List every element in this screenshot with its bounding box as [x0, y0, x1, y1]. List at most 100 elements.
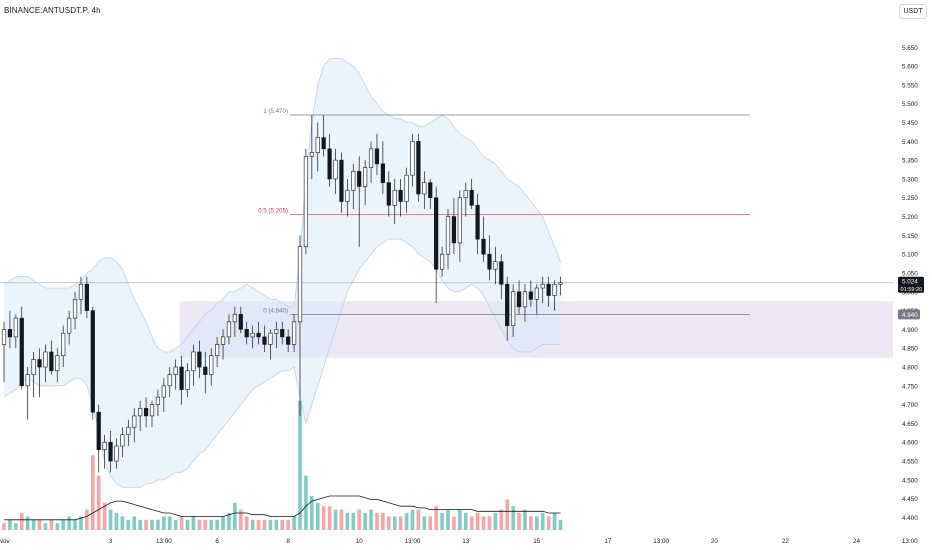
candle-body	[143, 408, 149, 417]
time-tick-label: 10	[356, 538, 364, 545]
candle-body	[173, 366, 178, 375]
volume-bar	[179, 516, 184, 530]
candle-body	[55, 355, 60, 372]
candle	[274, 321, 279, 349]
candle	[428, 178, 433, 210]
volume-bar	[387, 516, 391, 530]
candle	[13, 314, 18, 349]
candle-body	[161, 385, 166, 398]
symbol-label: BINANCE:ANTUSDT.P, 4h	[4, 6, 101, 15]
price-tick-label: 4.850	[902, 346, 918, 353]
candle-body	[1, 329, 7, 345]
candle	[439, 246, 445, 277]
volume-bar	[351, 513, 356, 530]
candle-body	[268, 332, 273, 345]
candle	[345, 178, 350, 217]
price-tick-label: 5.000	[902, 289, 918, 296]
candle-body	[528, 291, 533, 300]
volume-bar	[8, 519, 12, 530]
price-tick-label: 5.150	[902, 233, 918, 240]
candle	[262, 325, 267, 352]
candle-body	[262, 336, 267, 345]
candle-body	[220, 336, 226, 345]
candle-body	[457, 197, 462, 244]
candle-body	[339, 159, 344, 202]
volume-bar	[102, 502, 107, 530]
time-tick-label: 15	[533, 538, 541, 545]
volume-bar	[244, 516, 249, 530]
candle-body	[505, 283, 510, 326]
candle	[173, 359, 178, 390]
candle	[499, 254, 504, 300]
volume-bar	[250, 519, 255, 530]
candle-body	[126, 426, 131, 436]
candle	[434, 186, 439, 304]
volume-bar	[67, 516, 71, 530]
candle	[463, 182, 468, 217]
candle-body	[291, 321, 297, 345]
candle-body	[67, 317, 72, 334]
candle	[232, 306, 237, 337]
candle	[49, 340, 54, 375]
volume-bar	[262, 519, 267, 530]
candle-body	[321, 137, 326, 150]
candle	[297, 235, 303, 416]
candle-body	[179, 366, 184, 390]
time-tick-label: Nov	[0, 538, 10, 545]
candle	[416, 133, 421, 202]
time-tick-label: 20	[711, 538, 719, 545]
candle-body	[469, 189, 474, 206]
volume-bar	[398, 516, 403, 530]
volume-bar	[327, 506, 332, 530]
candle-body	[439, 253, 445, 270]
price-tick-label: 4.500	[902, 477, 918, 484]
candle-body	[244, 329, 249, 338]
candle	[475, 193, 480, 255]
volume-bar	[191, 516, 196, 530]
price-tick-label: 5.650	[902, 45, 918, 52]
volume-bar	[304, 475, 308, 530]
volume-bar	[523, 509, 527, 530]
fib-level-label: 0 (4.940)	[263, 307, 288, 314]
candle	[445, 209, 451, 270]
candle-body	[481, 238, 486, 255]
fib-level-label: 0.5 (5.205)	[258, 208, 288, 215]
candle-body	[368, 148, 374, 168]
candle-body	[191, 351, 196, 372]
bollinger-band-fill	[4, 58, 561, 488]
price-tick-label: 5.350	[902, 158, 918, 165]
volume-bar	[185, 519, 190, 530]
candle-body	[416, 141, 421, 195]
candle	[309, 114, 314, 179]
candle	[339, 152, 344, 213]
candle-body	[226, 321, 232, 338]
volume-bar	[493, 513, 498, 530]
volume-bar	[256, 519, 261, 530]
time-tick-label: 6	[215, 538, 219, 545]
candle	[244, 321, 249, 345]
candle	[469, 178, 474, 210]
volume-bar	[144, 519, 148, 530]
volume-bar	[552, 513, 557, 530]
candle-body	[232, 314, 237, 323]
candle	[215, 336, 220, 368]
candle	[185, 363, 190, 398]
candle	[368, 141, 374, 183]
candle	[256, 321, 261, 345]
volume-bar	[463, 513, 468, 530]
volume-bar	[173, 519, 178, 530]
candle	[522, 284, 528, 322]
price-tick-label: 4.550	[902, 459, 918, 466]
candle-body	[19, 317, 24, 387]
price-tick-label: 5.400	[902, 139, 918, 146]
candle	[303, 148, 309, 255]
candle-body	[516, 291, 522, 308]
volume-bar	[458, 509, 462, 530]
candle	[220, 329, 226, 360]
candle-body	[25, 374, 30, 387]
volume-bar	[239, 509, 243, 530]
candle	[120, 427, 125, 458]
candle-body	[250, 332, 255, 338]
currency-button[interactable]: USDT	[899, 4, 927, 19]
